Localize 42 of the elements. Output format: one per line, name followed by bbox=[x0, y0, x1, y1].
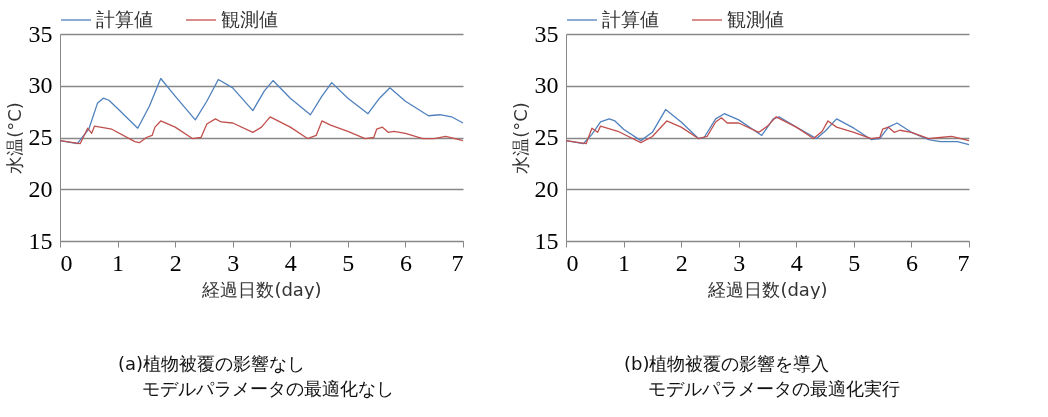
text: モデルパラメータの最適化実行 bbox=[648, 377, 900, 400]
x-tick-label: 1 bbox=[112, 249, 125, 276]
x-tick-label: 2 bbox=[169, 249, 182, 276]
x-tick-label: 3 bbox=[227, 249, 240, 276]
x-tick-label: 5 bbox=[342, 249, 355, 276]
y-tick-label: 25 bbox=[28, 124, 53, 150]
x-axis-title: 経過日数(day) bbox=[707, 278, 828, 300]
y-tick-label: 30 bbox=[534, 72, 559, 99]
x-tick-label: 7 bbox=[451, 249, 464, 276]
y-tick-label: 25 bbox=[534, 124, 559, 150]
x-tick-label: 3 bbox=[733, 249, 746, 276]
text: (b)植物被覆の影響を導入 bbox=[624, 352, 830, 375]
y-tick-label: 35 bbox=[28, 20, 53, 47]
y-axis-title: 水温(°C) bbox=[509, 102, 531, 174]
line-series bbox=[565, 108, 970, 146]
x-tick-label: 6 bbox=[399, 249, 412, 276]
x-tick-label: 2 bbox=[675, 249, 688, 276]
line-series bbox=[59, 77, 464, 145]
text: (a)植物被覆の影響なし bbox=[118, 352, 306, 375]
x-tick-label: 6 bbox=[905, 249, 918, 276]
legend-label: 観測値 bbox=[221, 8, 278, 30]
y-tick-label: 15 bbox=[534, 227, 559, 254]
legend-label: 計算値 bbox=[96, 8, 153, 30]
y-axis-title: 水温(°C) bbox=[3, 102, 25, 174]
x-tick-label: 0 bbox=[60, 249, 73, 276]
y-tick-label: 35 bbox=[534, 20, 559, 47]
y-tick-label: 20 bbox=[534, 175, 559, 202]
x-tick-label: 0 bbox=[566, 249, 579, 276]
x-tick-label: 1 bbox=[618, 249, 631, 276]
x-tick-label: 7 bbox=[957, 249, 970, 276]
line-series bbox=[59, 116, 464, 145]
legend-label: 計算値 bbox=[602, 8, 659, 30]
legend-label: 観測値 bbox=[727, 8, 784, 30]
line-series bbox=[565, 116, 970, 145]
y-tick-label: 20 bbox=[28, 175, 53, 202]
y-tick-label: 30 bbox=[28, 72, 53, 99]
x-tick-label: 5 bbox=[848, 249, 861, 276]
x-tick-label: 4 bbox=[284, 249, 297, 276]
x-tick-label: 4 bbox=[790, 249, 803, 276]
y-tick-label: 15 bbox=[28, 227, 53, 254]
x-axis-title: 経過日数(day) bbox=[201, 278, 322, 300]
text: モデルパラメータの最適化なし bbox=[142, 377, 394, 400]
